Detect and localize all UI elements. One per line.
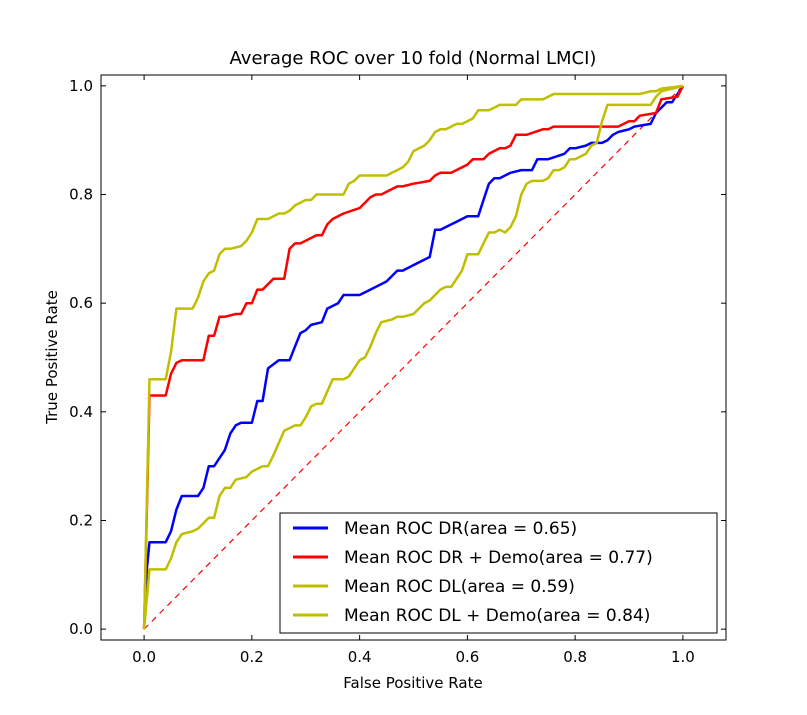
y-tick-label: 0.0 xyxy=(69,620,93,638)
chart-title: Average ROC over 10 fold (Normal LMCI) xyxy=(230,48,597,69)
legend-entry: Mean ROC DL + Demo(area = 0.84) xyxy=(344,606,650,626)
axis-ticks: 0.0 0.2 0.4 0.6 0.8 1.0 0.0 0.2 0.4 0.6 0.8 1.0 xyxy=(69,75,726,666)
series-line-2 xyxy=(142,85,685,630)
y-tick-label: 0.2 xyxy=(69,511,93,529)
x-tick-label: 0.4 xyxy=(348,648,372,666)
legend-entry: Mean ROC DR + Demo(area = 0.77) xyxy=(344,548,653,568)
x-tick-label: 0.8 xyxy=(563,648,587,666)
legend-entry: Mean ROC DR(area = 0.65) xyxy=(344,519,577,539)
x-tick-label: 0.6 xyxy=(455,648,479,666)
plot-frame xyxy=(100,74,727,641)
legend-entry: Mean ROC DL(area = 0.59) xyxy=(344,577,575,597)
series-line-4 xyxy=(142,84,684,630)
y-tick-label: 0.8 xyxy=(69,186,93,204)
plot-area xyxy=(142,84,685,630)
y-tick-label: 1.0 xyxy=(69,77,93,95)
series-line-1 xyxy=(142,85,684,630)
series-line-3 xyxy=(142,84,684,630)
y-tick-label: 0.4 xyxy=(69,403,93,421)
legend-box xyxy=(279,512,718,634)
x-tick-label: 0.2 xyxy=(240,648,264,666)
y-axis-label: True Positive Rate xyxy=(43,290,61,425)
x-axis-label: False Positive Rate xyxy=(343,674,482,692)
x-tick-label: 1.0 xyxy=(671,648,695,666)
x-tick-label: 0.0 xyxy=(132,648,156,666)
legend: Mean ROC DR(area = 0.65) Mean ROC DR + De… xyxy=(279,512,718,634)
y-tick-label: 0.6 xyxy=(69,294,93,312)
